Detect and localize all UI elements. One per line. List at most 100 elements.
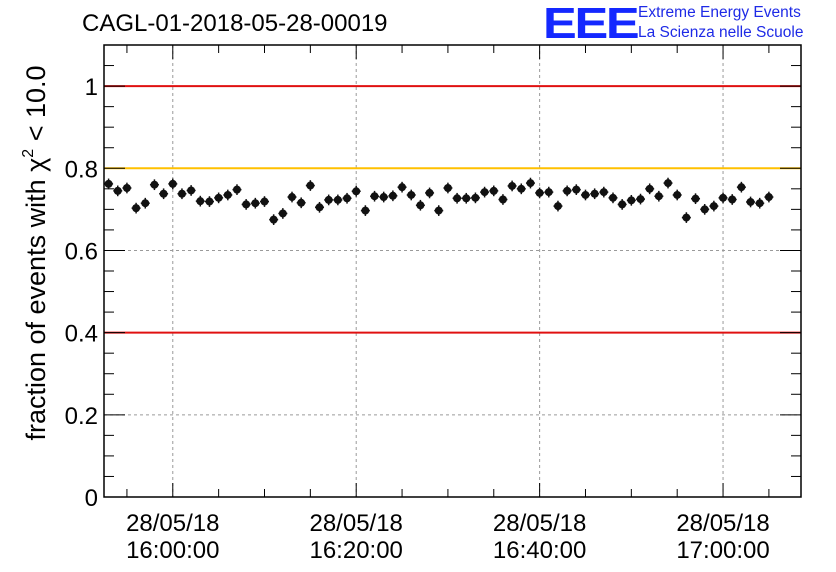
x-tick-time: 16:20:00 — [309, 537, 402, 564]
point-marker — [627, 196, 636, 205]
point-marker — [654, 192, 663, 201]
data-point — [259, 196, 269, 207]
point-marker — [563, 186, 572, 195]
data-point — [755, 197, 765, 209]
point-marker — [333, 195, 342, 204]
y-label-prefix: fraction of events with — [21, 171, 51, 441]
point-marker — [508, 181, 517, 190]
data-point — [489, 185, 499, 197]
point-marker — [324, 195, 333, 204]
data-point — [305, 180, 315, 191]
point-marker — [315, 203, 324, 212]
point-marker — [636, 195, 645, 204]
point-marker — [159, 189, 168, 198]
data-point — [415, 199, 425, 211]
data-point — [691, 193, 701, 205]
x-tick-date: 28/05/18 — [126, 510, 219, 537]
data-point — [443, 182, 453, 194]
point-marker — [214, 193, 223, 202]
eee-logo: EEE Extreme Energy Events La Scienza nel… — [543, 2, 833, 46]
y-label-suffix: < 10.0 — [21, 65, 51, 149]
point-marker — [682, 213, 691, 222]
axis-ticks — [104, 45, 801, 498]
logo-line-1: Extreme Energy Events — [638, 4, 801, 21]
data-point — [480, 186, 490, 198]
data-point — [131, 202, 141, 214]
x-tick-date: 28/05/18 — [309, 510, 402, 537]
data-point — [599, 186, 609, 198]
data-point — [113, 185, 123, 197]
y-tick-label: 1 — [85, 74, 98, 101]
data-point — [186, 185, 196, 196]
data-point — [168, 178, 178, 190]
data-point — [516, 183, 526, 195]
data-point — [296, 197, 306, 209]
point-marker — [260, 197, 269, 206]
point-marker — [480, 188, 489, 197]
point-marker — [388, 191, 397, 200]
y-tick-label: 0.2 — [65, 403, 98, 430]
data-points — [104, 177, 774, 225]
data-point — [269, 214, 279, 225]
point-marker — [398, 183, 407, 192]
data-point — [654, 190, 664, 202]
point-marker — [232, 185, 241, 194]
point-marker — [544, 188, 553, 197]
point-marker — [572, 185, 581, 194]
point-marker — [443, 183, 452, 192]
point-marker — [416, 201, 425, 210]
data-point — [232, 184, 242, 195]
eee-logo-mark: EEE — [543, 0, 640, 48]
point-marker — [223, 190, 232, 199]
data-point — [370, 190, 380, 202]
point-marker — [517, 184, 526, 193]
data-point — [204, 196, 214, 207]
y-tick-label: 0.4 — [65, 321, 98, 348]
point-marker — [343, 194, 352, 203]
data-point — [746, 196, 756, 208]
y-label-sup: 2 — [20, 148, 37, 158]
data-point — [406, 189, 416, 201]
data-point — [470, 192, 480, 204]
data-point — [241, 199, 251, 210]
data-point — [351, 185, 361, 197]
point-marker — [489, 186, 498, 195]
point-marker — [132, 204, 141, 213]
point-marker — [425, 188, 434, 197]
data-point — [727, 194, 737, 205]
point-marker — [618, 200, 627, 209]
point-marker — [251, 199, 260, 208]
data-point — [425, 187, 435, 199]
x-tick-time: 16:40:00 — [493, 537, 586, 564]
data-point — [149, 179, 159, 191]
x-tick-date: 28/05/18 — [676, 510, 769, 537]
data-point — [636, 193, 646, 205]
point-marker — [113, 186, 122, 195]
data-point — [315, 201, 325, 213]
data-point — [223, 189, 233, 201]
data-point — [525, 177, 535, 189]
data-point — [709, 200, 719, 212]
data-point — [214, 192, 224, 204]
data-point — [379, 191, 389, 203]
point-marker — [719, 193, 728, 202]
point-marker — [242, 200, 251, 209]
point-marker — [498, 195, 507, 204]
point-marker — [608, 193, 617, 202]
point-marker — [462, 194, 471, 203]
data-point — [461, 192, 471, 204]
x-tick-time: 16:00:00 — [126, 537, 219, 564]
point-marker — [177, 189, 186, 198]
data-point — [452, 192, 462, 204]
point-marker — [297, 198, 306, 207]
y-tick-label: 0 — [85, 485, 98, 512]
y-tick-labels: 0 0.2 0.4 0.6 0.8 1 — [65, 74, 98, 512]
point-marker — [352, 187, 361, 196]
point-marker — [434, 206, 443, 215]
point-marker — [379, 193, 388, 202]
data-point — [287, 191, 297, 203]
logo-line-2: La Scienza nelle Scuole — [638, 24, 804, 41]
x-tick-time: 17:00:00 — [676, 537, 769, 564]
reference-lines — [104, 85, 801, 334]
